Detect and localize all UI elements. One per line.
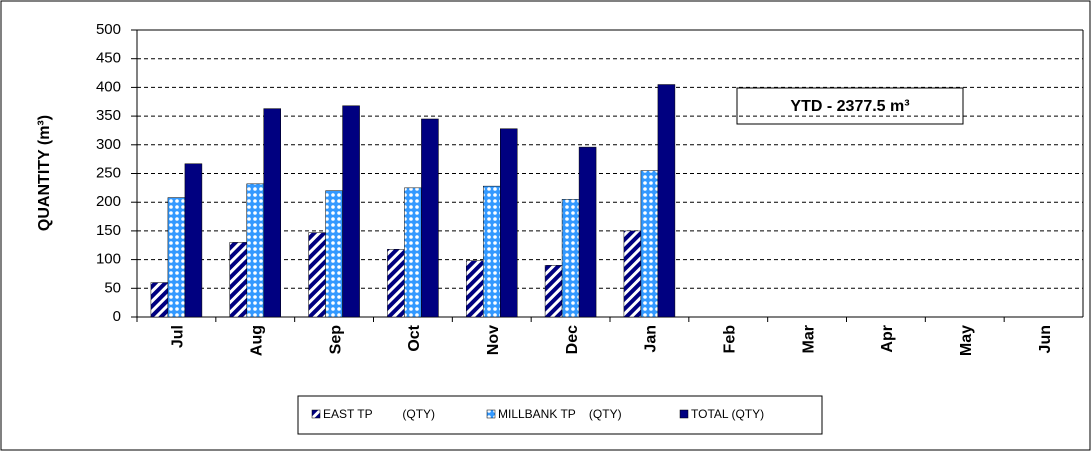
- bar: [500, 128, 518, 318]
- bar: [657, 84, 676, 318]
- bar: [544, 265, 563, 318]
- bar: [184, 163, 203, 318]
- x-tick-label: Feb: [721, 325, 738, 354]
- bar: [421, 118, 439, 318]
- x-tick-label: Sep: [327, 325, 344, 355]
- x-tick-label: Jul: [170, 325, 187, 348]
- bar: [578, 146, 597, 318]
- x-tick-label: Jan: [643, 325, 660, 353]
- x-tick-label: Jun: [1037, 325, 1054, 353]
- y-axis-label: QUANTITY (m³): [36, 115, 53, 231]
- legend-box: [297, 395, 823, 435]
- x-tick-label: Dec: [564, 325, 581, 354]
- y-tick-label: 350: [96, 107, 121, 124]
- x-tick-label: Oct: [406, 324, 423, 351]
- bar: [167, 197, 186, 318]
- legend-label: MILLBANK TP (QTY): [498, 407, 622, 421]
- legend-label: EAST TP (QTY): [323, 407, 435, 421]
- legend-swatch: [679, 409, 689, 419]
- bar: [342, 105, 360, 318]
- y-tick-label: 500: [96, 21, 121, 38]
- y-tick-label: 300: [96, 136, 121, 153]
- y-tick-label: 0: [113, 308, 121, 325]
- y-tick-label: 200: [96, 193, 121, 210]
- bar: [246, 183, 264, 318]
- legend-swatch: [311, 409, 321, 419]
- y-tick-label: 100: [96, 251, 121, 268]
- bar: [308, 232, 326, 318]
- bar: [623, 230, 642, 318]
- y-tick-label: 450: [96, 50, 121, 67]
- annotation-box: [736, 87, 964, 125]
- bar: [561, 199, 580, 318]
- x-tick-label: May: [958, 325, 975, 356]
- y-tick-label: 50: [104, 279, 121, 296]
- legend-swatch: [486, 409, 496, 419]
- y-tick-label: 250: [96, 164, 121, 181]
- x-tick-label: Aug: [248, 325, 265, 356]
- x-tick-label: Nov: [485, 325, 502, 355]
- bar: [229, 242, 247, 318]
- bar: [263, 108, 281, 318]
- x-tick-label: Apr: [879, 325, 896, 353]
- bar: [387, 249, 405, 318]
- bar: [150, 282, 169, 318]
- y-tick-label: 150: [96, 222, 121, 239]
- bar: [404, 187, 422, 318]
- bar: [466, 260, 484, 318]
- bar: [483, 185, 501, 318]
- y-tick-label: 400: [96, 78, 121, 95]
- legend-label: TOTAL (QTY): [691, 407, 764, 421]
- bar: [640, 170, 659, 318]
- x-tick-label: Mar: [800, 325, 817, 353]
- bar: [325, 190, 343, 318]
- annotation: YTD - 2377.5 m³: [790, 98, 909, 115]
